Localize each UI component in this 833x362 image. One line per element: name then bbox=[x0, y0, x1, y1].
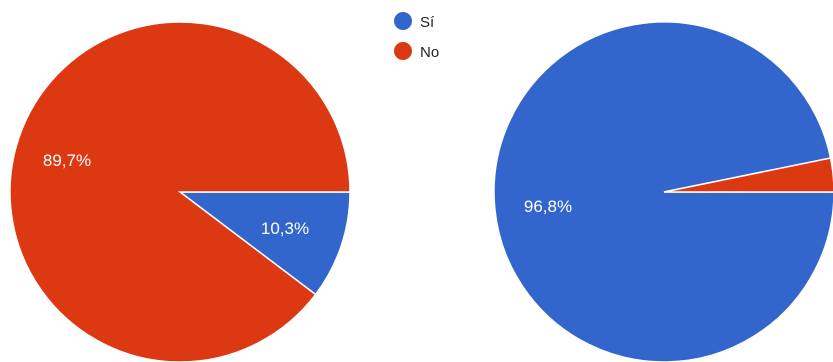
pie-0-slice-si[interactable] bbox=[177, 191, 351, 296]
legend-label-si: Sí bbox=[420, 14, 435, 31]
legend: Sí No bbox=[394, 12, 439, 61]
pie-0-label-si: 10,3% bbox=[261, 219, 309, 238]
legend-label-no: No bbox=[420, 44, 439, 61]
pie-1-slice-si[interactable] bbox=[493, 21, 833, 362]
legend-item-no[interactable]: No bbox=[394, 42, 439, 61]
pie-0-slice-no[interactable] bbox=[9, 21, 351, 362]
pie-0-label-no: 89,7% bbox=[43, 151, 91, 170]
legend-swatch-si bbox=[394, 12, 412, 30]
pie-chart-left: 10,3% 89,7% bbox=[9, 21, 351, 362]
pie-1-label-si: 96,8% bbox=[524, 197, 572, 216]
pie-1-slice-no[interactable] bbox=[663, 157, 833, 193]
legend-item-si[interactable]: Sí bbox=[394, 12, 435, 31]
legend-swatch-no bbox=[394, 42, 412, 60]
pie-chart-right: 96,8% bbox=[493, 21, 833, 362]
